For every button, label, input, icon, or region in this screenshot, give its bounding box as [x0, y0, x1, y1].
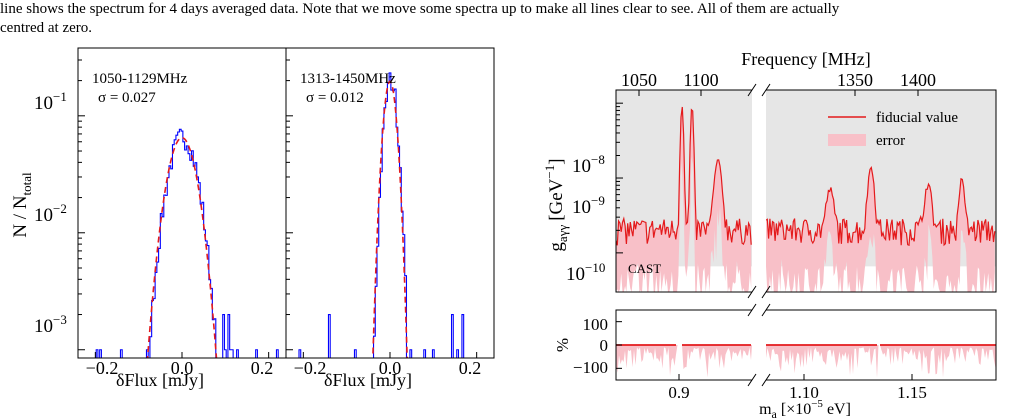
x-tick-label-bottom-1: 1.10 — [789, 383, 819, 402]
x-tick-label-bottom-2: 1.15 — [897, 383, 927, 402]
top-tick-label-2: 1350 — [837, 70, 873, 90]
y-tick-label-bottom-1: 0 — [600, 336, 609, 355]
x-tick-label-left-0: −0.2 — [86, 358, 119, 378]
x-tick-label-middle-0: −0.2 — [294, 358, 327, 378]
ticks-top — [616, 90, 919, 254]
excluded-region-segment-2 — [766, 90, 996, 292]
percent-panel-bottom: 100 0 −100 % 0.9 1.10 1.15 ma [×10−5 eV] — [553, 303, 997, 418]
error-band-segment-1 — [616, 107, 752, 292]
caption-line-2: centred at zero. — [0, 20, 93, 36]
legend-label-fiducial: fiducial value — [876, 110, 958, 126]
fiducial-line-segment-2 — [766, 166, 996, 247]
ticks-left — [78, 59, 270, 358]
y-tick-label-top-0: 10−8 — [572, 152, 605, 177]
cast-label: CAST — [628, 261, 661, 276]
sigma-label-left: σ = 0.027 — [98, 90, 156, 106]
excluded-region-segment-1 — [616, 90, 752, 292]
histogram-bars-middle — [298, 72, 465, 358]
y-axis-label-bottom: % — [553, 338, 572, 352]
y-tick-label-top-1: 10−9 — [572, 193, 605, 218]
caption-line-1: line shows the spectrum for 4 days avera… — [0, 1, 840, 17]
axes-frame-top — [615, 83, 997, 299]
top-tick-label-1: 1100 — [683, 70, 718, 90]
gaussian-fit-middle — [372, 80, 408, 358]
histogram-panel-middle: 1313-1450MHz σ = 0.012 δFlux [mJy] −0.2 … — [285, 47, 495, 390]
x-axis-label-left: δFlux [mJy] — [116, 370, 204, 390]
error-band-segment-2 — [766, 168, 995, 292]
x-tick-label-bottom-0: 0.9 — [668, 383, 689, 402]
y-axis-label-left: N / Ntotal — [10, 172, 34, 238]
legend: fiducial value error — [828, 110, 958, 149]
legend-label-error: error — [876, 133, 905, 149]
x-tick-label-left-2: 0.2 — [251, 358, 274, 378]
x-tick-label-left-1: 0.0 — [171, 358, 194, 378]
x-axis-label-middle: δFlux [mJy] — [324, 370, 412, 390]
percent-error-segment-1 — [616, 345, 752, 378]
ticks-middle — [286, 59, 478, 358]
top-tick-label-0: 1050 — [621, 70, 657, 90]
histogram-steps — [95, 128, 279, 358]
y-tick-label-left-0: 10−3 — [34, 312, 67, 337]
histogram-panel-left: 1050-1129MHz σ = 0.027 δFlux [mJy] −0.2 … — [10, 47, 287, 390]
x-axis-label-bottom: ma [×10−5 eV] — [759, 398, 851, 418]
top-axis-label: Frequency [MHz] — [741, 49, 870, 69]
y-tick-label-left-1: 10−2 — [34, 201, 67, 226]
band-label-middle: 1313-1450MHz — [300, 71, 396, 87]
y-axis-label-top: gaγγ[GeV−1] — [542, 158, 570, 251]
y-tick-label-bottom-0: 100 — [583, 315, 609, 334]
y-tick-label-bottom-2: −100 — [573, 358, 608, 377]
band-label-left: 1050-1129MHz — [92, 71, 188, 87]
ticks-bottom — [616, 321, 913, 380]
fiducial-line-segment-1 — [616, 106, 752, 246]
sigma-label-middle: σ = 0.012 — [306, 90, 364, 106]
gaussian-fit — [372, 80, 408, 358]
y-tick-label-left-2: 10−1 — [34, 89, 67, 114]
histogram-bars-left — [95, 128, 279, 358]
coupling-panel-top: Frequency [MHz] 1050 1100 1350 1400 CAST — [542, 49, 997, 299]
histogram-steps — [298, 72, 465, 358]
gaussian-fit-left — [146, 136, 218, 358]
top-tick-label-3: 1400 — [900, 70, 936, 90]
x-tick-label-middle-1: 0.0 — [379, 358, 402, 378]
x-tick-label-middle-2: 0.2 — [459, 358, 482, 378]
figure-caption: line shows the spectrum for 4 days avera… — [0, 0, 1035, 38]
y-tick-label-top-2: 10−10 — [566, 260, 605, 285]
legend-swatch-error — [828, 134, 866, 146]
gaussian-fit — [146, 136, 218, 358]
percent-error-segment-2 — [766, 345, 996, 378]
